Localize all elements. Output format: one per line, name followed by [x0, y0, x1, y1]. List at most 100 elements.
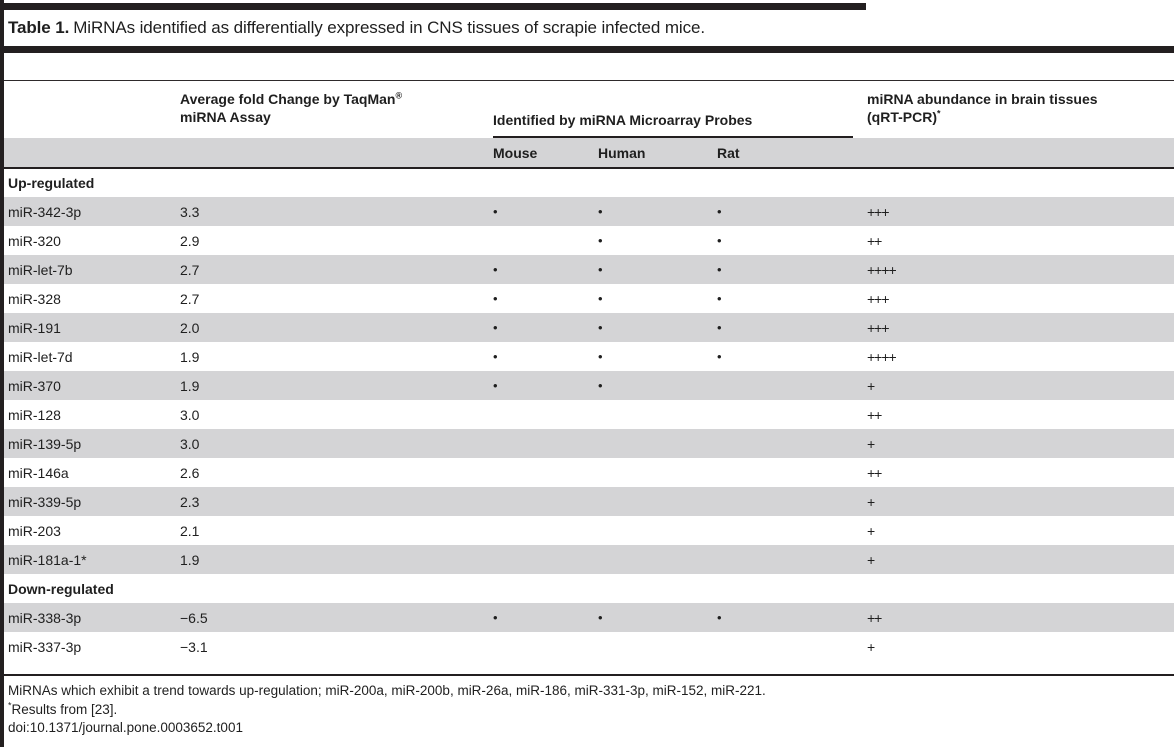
cell-fold: 3.0 [180, 406, 200, 423]
cell-human [598, 429, 717, 458]
cell-human: • [598, 204, 603, 219]
header-spacer [0, 81, 180, 138]
cell-mouse [493, 632, 598, 661]
cell-name: miR-328 [8, 290, 61, 307]
cell-name: miR-342-3p [8, 203, 82, 220]
cell-rat [717, 458, 867, 487]
cell-rat [717, 429, 867, 458]
cell-mouse [493, 545, 598, 574]
section-label: Down-regulated [8, 580, 114, 597]
cell-abundance: + [867, 435, 875, 452]
cell-mouse [493, 458, 598, 487]
cell-human: • [598, 378, 603, 393]
cell-rat: • [717, 291, 722, 306]
section-row: Down-regulated [0, 574, 1174, 603]
cell-mouse [493, 400, 598, 429]
cell-name: miR-128 [8, 406, 61, 423]
col-header-human: Human [598, 138, 717, 169]
cell-name: miR-191 [8, 319, 61, 336]
cell-rat: • [717, 349, 722, 364]
cell-abundance: ++ [867, 609, 882, 626]
footnote-trend: MiRNAs which exhibit a trend towards up-… [8, 683, 766, 698]
cell-fold: 1.9 [180, 348, 200, 365]
cell-human: • [598, 262, 603, 277]
cell-rat [717, 371, 867, 400]
table-row: miR-339-5p 2.3 + [0, 487, 1174, 516]
cell-rat: • [717, 204, 722, 219]
cell-rat [717, 487, 867, 516]
cell-name: miR-let-7b [8, 261, 73, 278]
table-bottom-rule [0, 674, 1174, 676]
footnotes: MiRNAs which exhibit a trend towards up-… [8, 682, 1174, 738]
footnote-doi: doi:10.1371/journal.pone.0003652.t001 [8, 720, 243, 735]
table-row: miR-203 2.1 + [0, 516, 1174, 545]
cell-abundance: ++++ [867, 261, 897, 278]
cell-human [598, 400, 717, 429]
cell-rat: • [717, 233, 722, 248]
cell-rat: • [717, 610, 722, 625]
cell-mouse [493, 226, 598, 255]
left-border-rule [0, 0, 4, 747]
table-body: Up-regulated miR-342-3p 3.3 • • • +++ miR-320 2.… [0, 168, 1174, 661]
cell-name: miR-203 [8, 522, 61, 539]
cell-human [598, 545, 717, 574]
cell-human [598, 632, 717, 661]
cell-abundance: +++ [867, 319, 890, 336]
cell-fold: 2.7 [180, 290, 200, 307]
section-label: Up-regulated [8, 175, 95, 191]
table-title-label: Table 1. [8, 18, 70, 37]
cell-human: • [598, 320, 603, 335]
table-row: miR-128 3.0 ++ [0, 400, 1174, 429]
col-header-fold: Average fold Change by TaqMan® miRNA Ass… [180, 90, 403, 125]
cell-name: miR-181a-1* [8, 551, 87, 568]
cell-abundance: ++++ [867, 348, 897, 365]
col-header-rat: Rat [717, 138, 867, 169]
cell-fold: 3.0 [180, 435, 200, 452]
cell-abundance: ++ [867, 464, 882, 481]
cell-rat: • [717, 320, 722, 335]
table-row: miR-181a-1* 1.9 + [0, 545, 1174, 574]
cell-human: • [598, 349, 603, 364]
table-row: miR-328 2.7 • • • +++ [0, 284, 1174, 313]
cell-abundance: +++ [867, 203, 890, 220]
cell-rat [717, 632, 867, 661]
cell-fold: 3.3 [180, 203, 200, 220]
cell-fold: −6.5 [180, 609, 208, 626]
cell-fold: 1.9 [180, 377, 200, 394]
cell-name: miR-339-5p [8, 493, 82, 510]
cell-mouse [493, 516, 598, 545]
table-row: miR-let-7b 2.7 • • • ++++ [0, 255, 1174, 284]
col-header-mouse: Mouse [493, 138, 598, 169]
cell-fold: 2.0 [180, 319, 200, 336]
cell-abundance: ++ [867, 232, 882, 249]
cell-abundance: + [867, 493, 875, 510]
table-row: miR-let-7d 1.9 • • • ++++ [0, 342, 1174, 371]
footnote-asterisk: * [937, 108, 941, 119]
footnote-results: *Results from [23]. [8, 700, 118, 717]
cell-name: miR-139-5p [8, 435, 82, 452]
cell-name: miR-320 [8, 232, 61, 249]
section-row: Up-regulated [0, 168, 1174, 197]
table-title-text: MiRNAs identified as differentially expr… [73, 18, 705, 37]
cell-human [598, 458, 717, 487]
cell-mouse: • [493, 291, 498, 306]
table-row: miR-139-5p 3.0 + [0, 429, 1174, 458]
cell-name: miR-146a [8, 464, 69, 481]
cell-mouse [493, 487, 598, 516]
cell-abundance: + [867, 638, 875, 655]
cell-fold: −3.1 [180, 638, 208, 655]
cell-mouse: • [493, 349, 498, 364]
cell-mouse: • [493, 320, 498, 335]
table-row: miR-320 2.9 • • ++ [0, 226, 1174, 255]
table-row: miR-370 1.9 • • + [0, 371, 1174, 400]
cell-name: miR-370 [8, 377, 61, 394]
cell-mouse [493, 429, 598, 458]
cell-abundance: + [867, 551, 875, 568]
col-header-abundance: miRNA abundance in brain tissues (qRT-PC… [867, 91, 1098, 125]
cell-fold: 2.1 [180, 522, 200, 539]
header-row-1: Average fold Change by TaqMan® miRNA Ass… [0, 81, 1174, 138]
registered-mark: ® [395, 90, 403, 101]
cell-mouse: • [493, 204, 498, 219]
cell-abundance: +++ [867, 290, 890, 307]
cell-fold: 2.3 [180, 493, 200, 510]
